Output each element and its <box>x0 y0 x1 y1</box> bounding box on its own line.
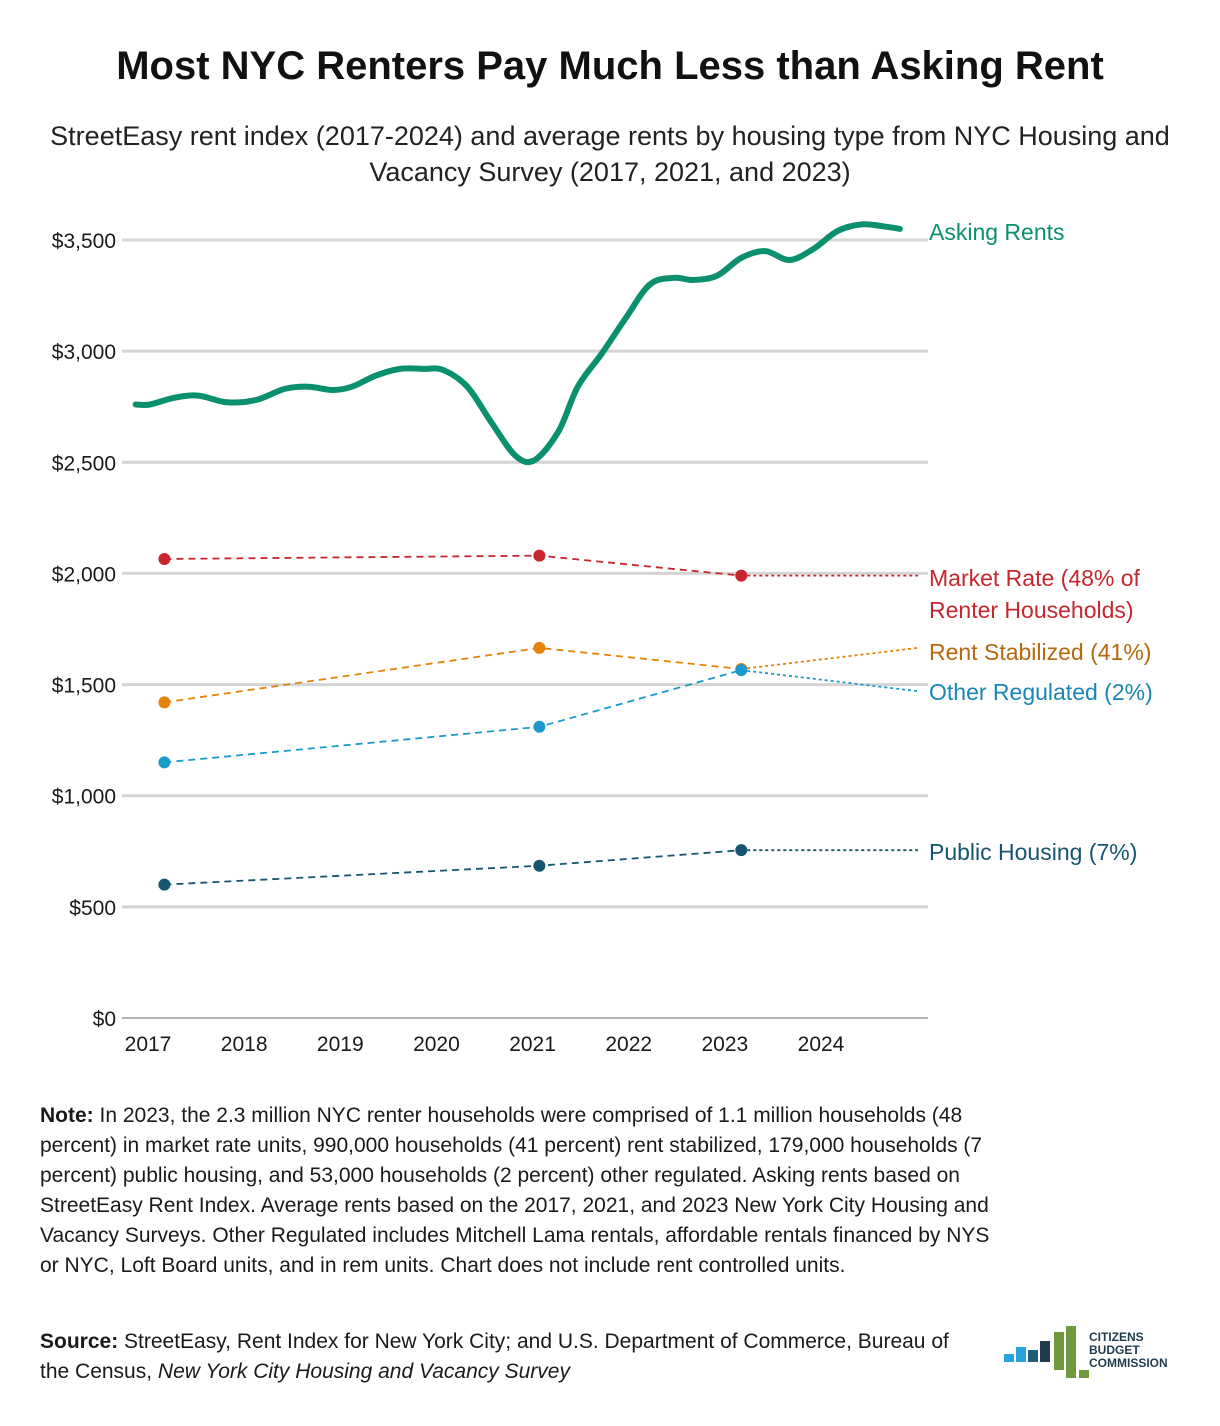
source-text: StreetEasy, Rent Index for New York City… <box>40 1330 949 1383</box>
series-label: Market Rate (48% of <box>929 565 1141 591</box>
data-point <box>158 696 171 709</box>
x-tick-label: 2022 <box>605 1033 652 1056</box>
series-line-dashed <box>164 849 742 886</box>
line-chart: $0 $500 $1,000 $1,500 $2,000 $2,500 $3,000 $3,5… <box>52 219 1153 1056</box>
y-tick-label: $1,500 <box>52 675 116 698</box>
data-point <box>735 569 748 582</box>
series-label: Public Housing (7%) <box>929 839 1137 865</box>
series-label: Other Regulated (2%) <box>929 679 1153 705</box>
data-point <box>533 859 546 872</box>
y-tick-label: $3,500 <box>52 230 116 253</box>
logo-line-2: BUDGET <box>1089 1343 1140 1357</box>
x-tick-label: 2021 <box>509 1033 556 1056</box>
x-tick-label: 2017 <box>125 1033 172 1056</box>
y-tick-label: $500 <box>69 897 116 920</box>
source-label: Source: <box>40 1330 119 1353</box>
y-tick-label: $0 <box>93 1008 116 1031</box>
series-extension-dotted <box>741 669 919 693</box>
series-extension-dotted <box>741 647 919 670</box>
x-tick-label: 2018 <box>221 1033 268 1056</box>
logo-line-3: COMMISSION <box>1089 1356 1168 1370</box>
series-line-asking-rents <box>132 221 903 466</box>
chart-title: Most NYC Renters Pay Much Less than Aski… <box>116 44 1104 88</box>
data-point <box>533 720 546 733</box>
source-paragraph: Source: StreetEasy, Rent Index for New Y… <box>40 1327 980 1387</box>
data-point <box>533 641 546 654</box>
note-label: Note: <box>40 1104 94 1127</box>
source-italic-title: New York City Housing and Vacancy Survey <box>157 1360 570 1383</box>
note-paragraph: Note: In 2023, the 2.3 million NYC rente… <box>40 1101 990 1281</box>
y-tick-label: $3,000 <box>52 341 116 364</box>
data-point <box>735 664 748 677</box>
data-point <box>158 878 171 891</box>
data-point <box>533 549 546 562</box>
logo-wordmark: CITIZENS BUDGET COMMISSION <box>1089 1331 1168 1370</box>
data-point <box>158 756 171 769</box>
series-label: Renter Households) <box>929 597 1134 623</box>
chart-subtitle: StreetEasy rent index (2017-2024) and av… <box>50 121 1170 187</box>
data-point <box>735 844 748 857</box>
series-label: Asking Rents <box>929 219 1065 245</box>
x-tick-label: 2020 <box>413 1033 460 1056</box>
bar-chart-logo-icon <box>1004 1326 1089 1378</box>
x-tick-label: 2023 <box>701 1033 748 1056</box>
y-tick-label: $2,000 <box>52 563 116 586</box>
x-tick-label: 2024 <box>798 1033 845 1056</box>
y-tick-label: $2,500 <box>52 452 116 475</box>
logo-line-1: CITIZENS <box>1089 1330 1144 1344</box>
data-point <box>158 552 171 565</box>
series-label: Rent Stabilized (41%) <box>929 639 1151 665</box>
y-tick-label: $1,000 <box>52 786 116 809</box>
note-text: In 2023, the 2.3 million NYC renter hous… <box>40 1104 990 1277</box>
x-tick-label: 2019 <box>317 1033 364 1056</box>
